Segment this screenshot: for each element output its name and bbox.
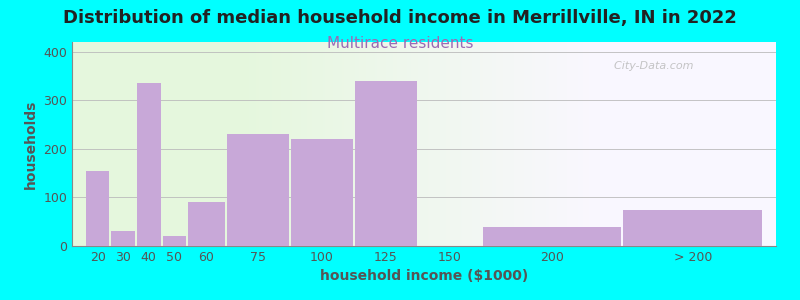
Text: Multirace residents: Multirace residents bbox=[326, 36, 474, 51]
Bar bbox=[290, 139, 353, 246]
Bar bbox=[162, 236, 186, 246]
Bar bbox=[354, 81, 417, 246]
Bar bbox=[188, 202, 225, 246]
Bar bbox=[86, 171, 110, 246]
Bar bbox=[111, 231, 135, 246]
Bar bbox=[226, 134, 289, 246]
Bar bbox=[482, 226, 622, 246]
Y-axis label: households: households bbox=[24, 99, 38, 189]
Bar bbox=[623, 210, 762, 246]
Text: City-Data.com: City-Data.com bbox=[607, 61, 694, 71]
Text: Distribution of median household income in Merrillville, IN in 2022: Distribution of median household income … bbox=[63, 9, 737, 27]
X-axis label: household income ($1000): household income ($1000) bbox=[320, 269, 528, 284]
Bar bbox=[137, 83, 161, 246]
